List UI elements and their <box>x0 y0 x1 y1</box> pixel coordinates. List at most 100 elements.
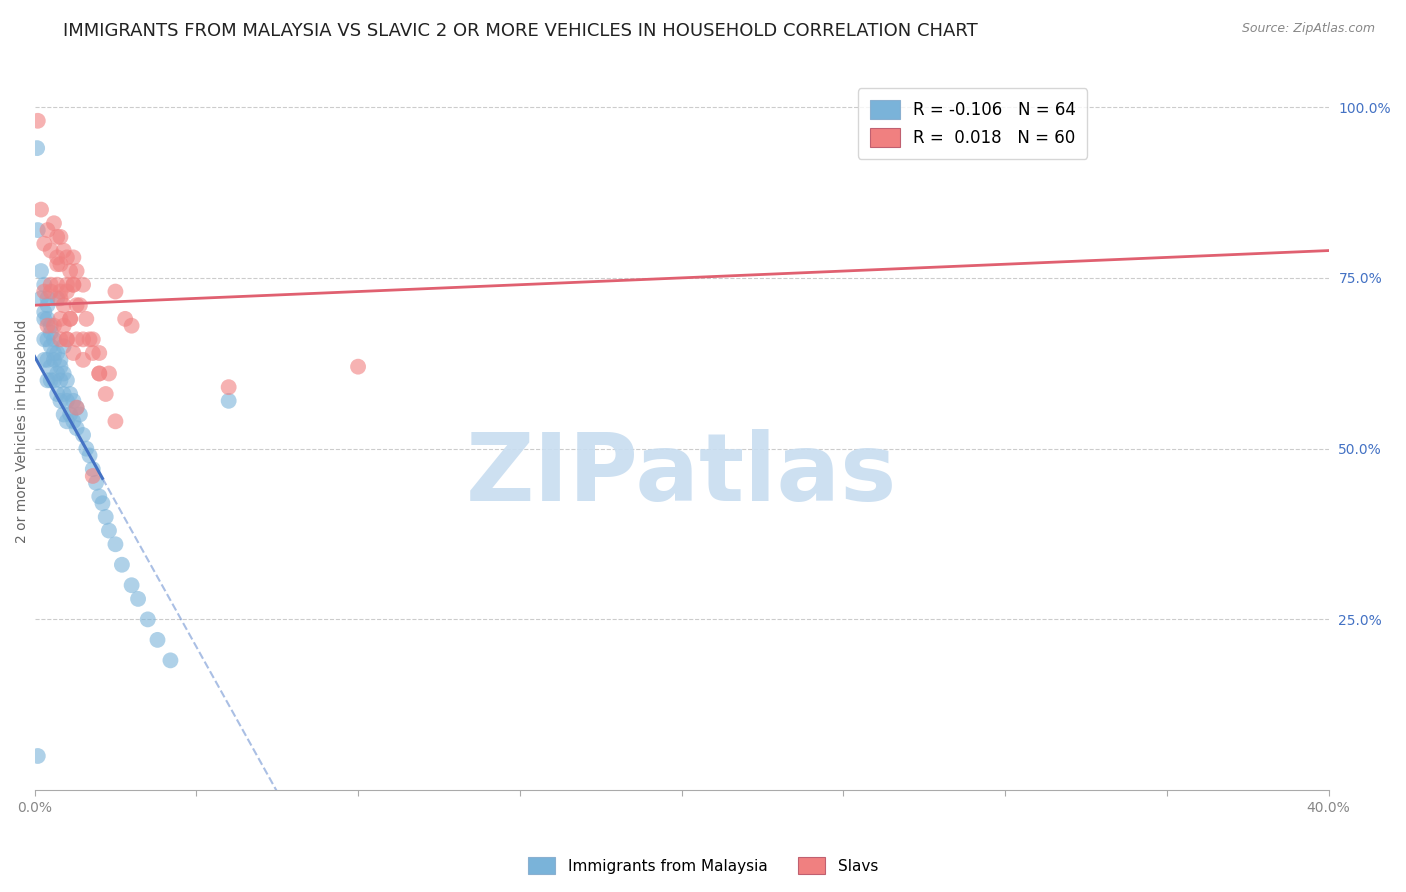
Point <box>69 298 91 312</box>
Point <box>32 352 55 367</box>
Point <box>56 393 79 408</box>
Point <box>111 558 134 572</box>
Point <box>59 311 82 326</box>
Point <box>49 373 72 387</box>
Point <box>27 749 49 764</box>
Point <box>32 332 55 346</box>
Point <box>46 387 69 401</box>
Point <box>46 230 69 244</box>
Point <box>79 449 101 463</box>
Point <box>39 318 62 333</box>
Point <box>69 408 91 422</box>
Point <box>56 414 79 428</box>
Point <box>52 318 75 333</box>
Point <box>46 292 69 306</box>
Point <box>27 223 49 237</box>
Point <box>49 311 72 326</box>
Point <box>82 469 104 483</box>
Point <box>62 346 84 360</box>
Point <box>52 244 75 258</box>
Point <box>104 285 127 299</box>
Point <box>49 352 72 367</box>
Point <box>39 359 62 374</box>
Point <box>25 141 48 155</box>
Point <box>65 401 87 415</box>
Point <box>121 318 143 333</box>
Point <box>39 277 62 292</box>
Point <box>42 318 65 333</box>
Point <box>30 264 52 278</box>
Point <box>37 318 59 333</box>
Point <box>94 510 117 524</box>
Point <box>89 346 111 360</box>
Point <box>347 359 370 374</box>
Point <box>65 264 87 278</box>
Point <box>49 393 72 408</box>
Point <box>56 332 79 346</box>
Point <box>32 277 55 292</box>
Point <box>37 352 59 367</box>
Point <box>218 380 240 394</box>
Point <box>72 277 94 292</box>
Point <box>146 632 169 647</box>
Point <box>39 244 62 258</box>
Text: IMMIGRANTS FROM MALAYSIA VS SLAVIC 2 OR MORE VEHICLES IN HOUSEHOLD CORRELATION C: IMMIGRANTS FROM MALAYSIA VS SLAVIC 2 OR … <box>63 22 979 40</box>
Point <box>30 292 52 306</box>
Point <box>46 257 69 271</box>
Point <box>104 414 127 428</box>
Legend: R = -0.106   N = 64, R =  0.018   N = 60: R = -0.106 N = 64, R = 0.018 N = 60 <box>858 88 1087 159</box>
Point <box>56 285 79 299</box>
Point <box>56 373 79 387</box>
Point <box>89 367 111 381</box>
Point <box>82 462 104 476</box>
Point <box>39 373 62 387</box>
Point <box>218 393 240 408</box>
Point <box>39 285 62 299</box>
Point <box>65 332 87 346</box>
Point <box>94 387 117 401</box>
Point <box>59 387 82 401</box>
Point <box>32 236 55 251</box>
Point <box>62 277 84 292</box>
Point <box>46 367 69 381</box>
Point <box>65 298 87 312</box>
Point <box>46 346 69 360</box>
Text: Source: ZipAtlas.com: Source: ZipAtlas.com <box>1241 22 1375 36</box>
Point <box>65 401 87 415</box>
Point <box>56 277 79 292</box>
Point <box>82 332 104 346</box>
Point <box>59 408 82 422</box>
Point <box>98 367 121 381</box>
Point <box>127 591 149 606</box>
Point <box>46 251 69 265</box>
Point <box>79 332 101 346</box>
Point <box>32 285 55 299</box>
Point <box>72 352 94 367</box>
Point <box>75 311 97 326</box>
Point <box>52 298 75 312</box>
Point <box>37 332 59 346</box>
Point <box>159 653 181 667</box>
Point <box>62 393 84 408</box>
Y-axis label: 2 or more Vehicles in Household: 2 or more Vehicles in Household <box>15 320 30 543</box>
Point <box>52 387 75 401</box>
Point <box>49 292 72 306</box>
Point <box>49 285 72 299</box>
Point <box>104 537 127 551</box>
Point <box>59 264 82 278</box>
Point <box>121 578 143 592</box>
Point <box>37 373 59 387</box>
Point <box>72 428 94 442</box>
Point <box>136 612 159 626</box>
Point <box>49 359 72 374</box>
Point <box>84 475 107 490</box>
Point <box>114 311 136 326</box>
Point <box>49 332 72 346</box>
Point <box>59 311 82 326</box>
Point <box>89 490 111 504</box>
Point <box>52 367 75 381</box>
Point <box>42 332 65 346</box>
Point <box>37 292 59 306</box>
Point <box>52 339 75 353</box>
Point <box>62 414 84 428</box>
